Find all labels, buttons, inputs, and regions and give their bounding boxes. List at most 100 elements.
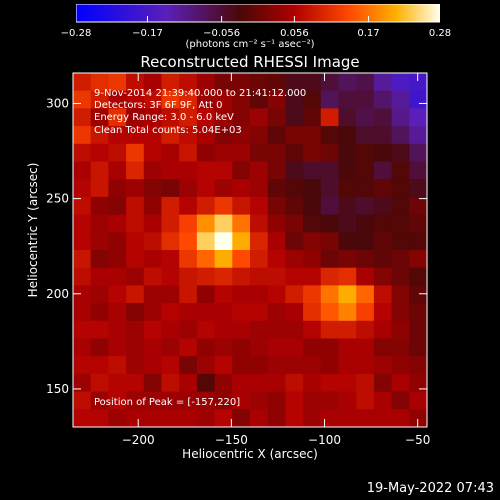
heatmap-cell bbox=[373, 214, 393, 233]
heatmap-cell bbox=[179, 73, 198, 92]
peak-position-label: Position of Peak = [-157,220] bbox=[94, 397, 241, 408]
heatmap-cell bbox=[108, 90, 127, 109]
heatmap-cell bbox=[143, 232, 162, 251]
heatmap-cell bbox=[409, 143, 428, 162]
heatmap-cell bbox=[179, 90, 198, 109]
heatmap-cell bbox=[143, 356, 162, 375]
heatmap-cell bbox=[214, 232, 233, 251]
heatmap-cell bbox=[196, 214, 216, 233]
heatmap-cell bbox=[143, 126, 162, 145]
heatmap-cell bbox=[356, 303, 375, 322]
heatmap-cell bbox=[391, 373, 410, 393]
heatmap-cell bbox=[126, 90, 145, 109]
heatmap-cell bbox=[338, 214, 357, 233]
heatmap-cell bbox=[143, 338, 162, 357]
time-range: 9-Nov-2014 21:39:40.000 to 21:41:12.000 bbox=[94, 88, 307, 99]
heatmap-cells bbox=[73, 73, 428, 428]
heatmap-cell bbox=[338, 391, 357, 410]
heatmap-cell bbox=[285, 73, 304, 92]
heatmap-cell bbox=[232, 179, 251, 198]
heatmap-cell bbox=[179, 285, 198, 304]
heatmap-cell bbox=[250, 161, 269, 180]
heatmap-cell bbox=[214, 126, 233, 145]
heatmap-cell bbox=[391, 320, 410, 339]
heatmap-cell bbox=[143, 285, 162, 304]
heatmap-cell bbox=[338, 73, 357, 92]
colorbar-tick-label: −0.28 bbox=[60, 28, 92, 39]
heatmap-cell bbox=[409, 179, 428, 198]
heatmap-cell bbox=[232, 90, 251, 109]
heatmap-cell bbox=[320, 409, 339, 428]
heatmap-cell bbox=[409, 338, 428, 357]
heatmap-cell bbox=[285, 320, 304, 339]
heatmap-cell bbox=[409, 73, 428, 92]
heatmap-cell bbox=[126, 108, 145, 127]
heatmap-cell bbox=[267, 214, 286, 233]
heatmap-cell bbox=[108, 179, 127, 198]
heatmap-cell bbox=[161, 143, 180, 162]
heatmap-cell bbox=[214, 161, 233, 180]
heatmap-cell bbox=[214, 214, 233, 233]
heatmap-cell bbox=[356, 126, 375, 145]
heatmap-cell bbox=[409, 161, 428, 180]
heatmap-cell bbox=[143, 214, 162, 233]
heatmap-cell bbox=[161, 196, 180, 216]
y-axis-label: Heliocentric Y (arcsec) bbox=[26, 162, 40, 298]
heatmap-cell bbox=[179, 409, 198, 428]
heatmap-cell bbox=[161, 108, 180, 127]
heatmap-cell bbox=[373, 267, 393, 286]
heatmap-cell bbox=[214, 108, 233, 127]
heatmap-cell bbox=[285, 250, 304, 269]
heatmap-cell bbox=[143, 143, 162, 162]
heatmap-cell bbox=[179, 108, 198, 127]
heatmap-cell bbox=[356, 320, 375, 339]
colorbar-tick-label: 0.056 bbox=[280, 28, 309, 39]
heatmap-cell bbox=[161, 303, 180, 322]
heatmap-cell bbox=[285, 356, 304, 375]
heatmap-cell bbox=[126, 320, 145, 339]
heatmap-cell bbox=[338, 143, 357, 162]
heatmap-cell bbox=[90, 338, 109, 357]
heatmap-cell bbox=[409, 391, 428, 410]
heatmap-cell bbox=[73, 338, 92, 357]
heatmap-cell bbox=[320, 126, 339, 145]
heatmap-cell bbox=[73, 108, 92, 127]
heatmap-cell bbox=[373, 285, 393, 304]
heatmap-cell bbox=[108, 73, 127, 92]
heatmap-cell bbox=[179, 391, 198, 410]
heatmap-cell bbox=[73, 409, 92, 428]
heatmap-cell bbox=[373, 143, 393, 162]
heatmap-cell bbox=[356, 373, 375, 393]
heatmap-cell bbox=[267, 320, 286, 339]
heatmap-cell bbox=[338, 108, 357, 127]
heatmap-cell bbox=[338, 356, 357, 375]
heatmap-cell bbox=[108, 409, 127, 428]
heatmap-cell bbox=[356, 409, 375, 428]
heatmap-cell bbox=[73, 73, 92, 92]
heatmap-cell bbox=[285, 126, 304, 145]
heatmap-cell bbox=[232, 356, 251, 375]
heatmap-cell bbox=[161, 214, 180, 233]
heatmap-cell bbox=[303, 250, 322, 269]
heatmap-cell bbox=[179, 267, 198, 286]
heatmap-cell bbox=[232, 232, 251, 251]
heatmap-cell bbox=[267, 250, 286, 269]
heatmap-cell bbox=[320, 73, 339, 92]
heatmap-cell bbox=[108, 303, 127, 322]
heatmap-cell bbox=[90, 409, 109, 428]
colorbar-tick-label: −0.056 bbox=[203, 28, 241, 39]
heatmap-cell bbox=[303, 232, 322, 251]
heatmap-cell bbox=[303, 373, 322, 393]
heatmap-cell bbox=[409, 214, 428, 233]
heatmap-cell bbox=[320, 250, 339, 269]
heatmap-cell bbox=[196, 338, 216, 357]
heatmap-cell bbox=[320, 90, 339, 109]
heatmap-cell bbox=[161, 179, 180, 198]
heatmap-cell bbox=[143, 196, 162, 216]
heatmap-cell bbox=[338, 90, 357, 109]
heatmap-cell bbox=[409, 90, 428, 109]
heatmap-cell bbox=[250, 267, 269, 286]
heatmap-cell bbox=[196, 285, 216, 304]
heatmap-cell bbox=[250, 108, 269, 127]
